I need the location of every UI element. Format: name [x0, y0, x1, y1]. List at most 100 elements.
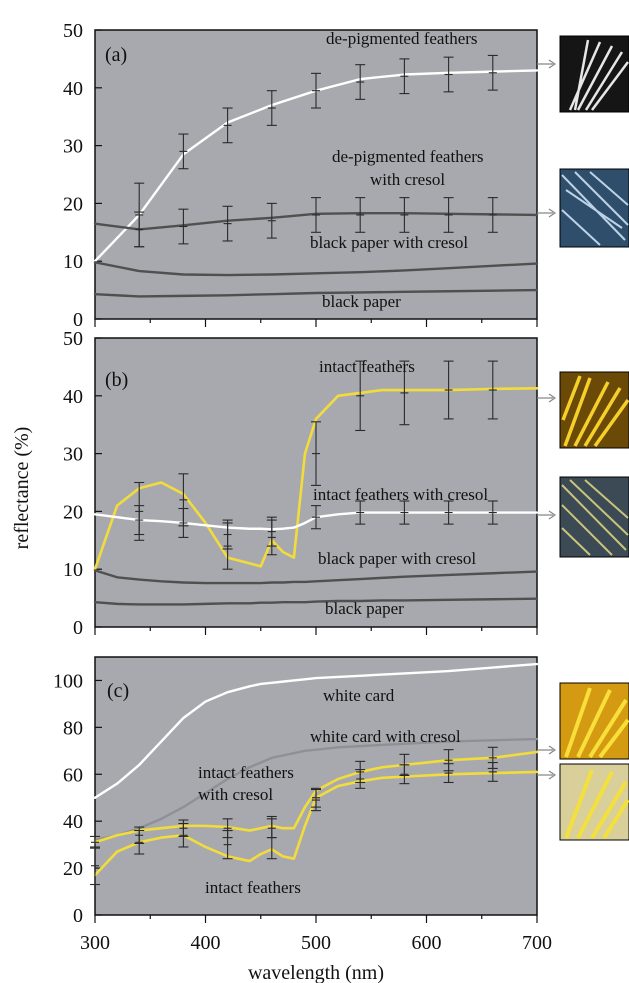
panel-b-series-2: [93, 569, 539, 585]
arrow-c-top: [537, 745, 557, 755]
panel-b-errorbar: [355, 360, 366, 432]
panel-c-ticks: [94, 679, 538, 923]
y-axis-label: reflectance (%): [11, 427, 33, 550]
panel-a-errorbar: [178, 133, 189, 170]
panel-a-ytick-label: 50: [63, 20, 83, 42]
arrow-a-bottom: [537, 208, 557, 218]
arrow-c-bottom: [537, 770, 557, 780]
panel-a-errorbar: [443, 197, 454, 233]
panel-c-xtick-label: 600: [412, 932, 442, 954]
thumb-c-upper-strands: [564, 687, 629, 759]
panel-b-series-1: [93, 511, 539, 531]
panel-a-ytick-label: 40: [63, 78, 83, 100]
annotation-intact-feathers-cresol-line1: intact feathers: [198, 763, 294, 782]
panel-c-errorbar: [134, 830, 145, 855]
panel-a-ytick-label: 30: [63, 136, 83, 158]
panel-c-errorbar: [222, 830, 233, 860]
panel-b-ytick-label: 50: [63, 328, 83, 350]
x-axis-label: wavelength (nm): [248, 962, 384, 983]
annotation-black-paper-with-cresol: black paper with cresol: [310, 233, 468, 252]
panel-b-errorbar: [487, 360, 498, 420]
thumb-de-pigmented-feathers-strands: [568, 39, 629, 111]
panel-b-errorbar: [443, 360, 454, 420]
panel-c-ytick-label: 60: [63, 764, 83, 786]
panel-c-ytick-label: 20: [63, 858, 83, 880]
panel-a-errorbar: [222, 107, 233, 144]
thumb-c-lower: [559, 763, 629, 841]
annotation-intact-feathers-cresol-line2: with cresol: [198, 785, 273, 804]
panel-c-series-3: [93, 770, 539, 877]
arrow-b-bottom: [537, 510, 557, 520]
panel-b-errorbar: [487, 500, 498, 525]
panel-c-ytick-label: 0: [73, 905, 83, 927]
arrow-a-top: [537, 59, 557, 69]
panel-a-errorbar: [266, 202, 277, 239]
panel-a-errorbar: [487, 54, 498, 91]
panel-b: 0 10 20 30 40 50 (b) intact feathers intact f…: [63, 328, 539, 639]
panel-b-ytick-label: 20: [63, 501, 83, 523]
thumb-c-upper: [559, 682, 629, 760]
panel-a-error-bars: [134, 54, 498, 248]
panel-b-errorbar: [399, 500, 410, 525]
panel-c-errorbar: [399, 764, 410, 785]
annotation-white-card-with-cresol: white card with cresol: [310, 727, 461, 746]
panel-b-letter: (b): [105, 369, 128, 391]
thumb-de-pigmented-feathers: [559, 35, 629, 113]
panel-b-series-0: [93, 386, 539, 571]
panel-b-ytick-label: 10: [63, 559, 83, 581]
panel-c-ytick-label: 80: [63, 717, 83, 739]
panel-c-errorbar: [266, 815, 277, 860]
panel-a-series-2: [93, 261, 539, 277]
panel-b-errorbar: [222, 519, 233, 550]
panel-c-series-2: [93, 750, 539, 844]
panel-c-error-bars: [90, 746, 498, 886]
thumb-intact-feathers-frame: [559, 371, 629, 449]
annotation-intact-feathers: intact feathers: [319, 357, 415, 376]
panel-a-errorbar: [355, 197, 366, 233]
panel-a-errorbar: [178, 208, 189, 245]
panel-b-errorbar: [311, 505, 321, 530]
panel-c-errorbar: [443, 763, 454, 784]
thumb-intact-feathers-strands: [561, 375, 629, 448]
panel-a-ticks: [94, 29, 538, 327]
panel-c-errorbar: [355, 769, 366, 789]
panel-c: 0 20 40 60 80 100 300 400 500 600 700 (c) white c…: [53, 656, 552, 954]
panel-b-series-3: [93, 597, 539, 606]
panel-b-ticks: [94, 337, 538, 635]
panel-a-errorbar: [399, 58, 410, 95]
panel-c-series: [93, 662, 539, 877]
panel-a-ytick-label: 20: [63, 193, 83, 215]
panel-c-xtick-label: 300: [80, 932, 110, 954]
annotation-black-paper-with-cresol-b: black paper with cresol: [318, 549, 476, 568]
panel-b-y-tick-labels: 0 10 20 30 40 50: [63, 328, 83, 639]
thumb-intact-feathers: [559, 371, 629, 449]
annotation-white-card: white card: [323, 686, 395, 705]
panel-b-errorbar: [266, 516, 277, 547]
annotation-black-paper: black paper: [322, 292, 401, 311]
panel-b-errorbar: [443, 500, 454, 525]
panel-a-series-3: [93, 288, 539, 298]
thumb-de-pigmented-cresol: [559, 168, 629, 248]
panel-c-x-tick-labels: 300 400 500 600 700: [80, 932, 552, 954]
panel-b-errorbar: [134, 505, 145, 536]
panel-c-xtick-label: 700: [522, 932, 552, 954]
panel-c-ytick-label: 100: [53, 670, 83, 692]
thumb-de-pigmented-cresol-strands: [561, 171, 629, 246]
panel-c-errorbar: [90, 846, 100, 886]
panel-c-y-tick-labels: 0 20 40 60 80 100: [53, 670, 83, 927]
panel-a-ytick-label: 0: [73, 309, 83, 331]
panel-a-errorbar: [443, 56, 454, 93]
panel-a-errorbar: [311, 72, 321, 109]
panel-b-errorbar: [399, 360, 410, 426]
annotation-black-paper-b: black paper: [325, 599, 404, 618]
panel-a: 0 10 20 30 40 50 (a) de-pigmented feathers de…: [63, 20, 539, 331]
panel-a-errorbar: [311, 197, 321, 233]
thumb-arrows: [537, 59, 557, 780]
panel-a-y-tick-labels: 0 10 20 30 40 50: [63, 20, 83, 331]
panel-c-ytick-label: 40: [63, 811, 83, 833]
thumb-intact-cresol-strands: [561, 479, 629, 556]
annotation-intact-feathers-c: intact feathers: [205, 878, 301, 897]
panel-c-letter: (c): [107, 680, 129, 702]
annotation-de-pigmented-feathers: de-pigmented feathers: [326, 29, 478, 48]
